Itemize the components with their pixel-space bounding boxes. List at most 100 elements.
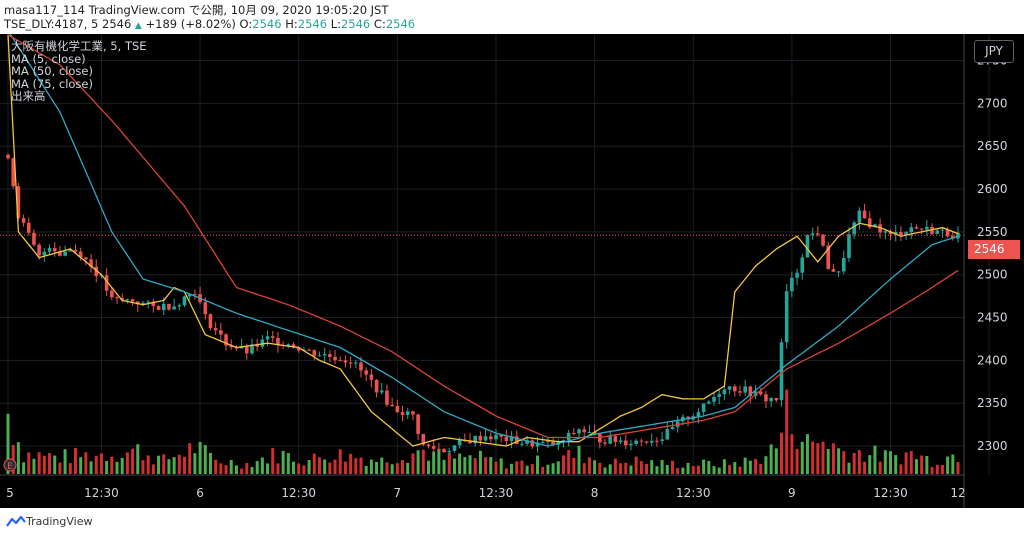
volume-bar [245, 463, 249, 474]
x-tick-label: 6 [196, 486, 204, 500]
volume-bar [89, 461, 93, 474]
candle [608, 436, 612, 444]
candle [338, 360, 343, 362]
volume-bar [561, 455, 565, 474]
price-chart[interactable]: 2300235024002450250025502600265027002750… [0, 34, 1024, 508]
candle [592, 432, 597, 434]
legend-ma50[interactable]: MA (50, close) [11, 64, 93, 78]
candle [32, 232, 36, 245]
volume-bar [286, 453, 290, 474]
legend-ma75[interactable]: MA (75, close) [11, 76, 93, 91]
candle [535, 442, 540, 447]
volume-bar [878, 461, 882, 474]
candle [328, 354, 332, 357]
legend-volume[interactable]: 出来高 [11, 89, 46, 103]
volume-bar [37, 452, 41, 474]
volume-bar [837, 448, 841, 474]
candle [130, 299, 135, 302]
volume-bar [452, 458, 456, 474]
candle [307, 349, 311, 351]
volume-bar [68, 463, 72, 474]
volume-bar [686, 462, 690, 474]
legend-ma5[interactable]: MA (5, close) [11, 51, 86, 66]
volume-bar [364, 465, 368, 474]
volume-bar [634, 456, 638, 474]
y-tick-label: 2650 [977, 139, 1008, 153]
volume-bar [707, 460, 711, 474]
candle [68, 249, 73, 252]
candle [582, 429, 587, 433]
volume-bar [177, 454, 181, 474]
candle [21, 218, 26, 223]
candle [696, 412, 701, 417]
candle [873, 224, 877, 228]
volume-bar [32, 458, 36, 474]
candle [400, 412, 405, 416]
candle [623, 440, 628, 446]
candle [89, 259, 93, 267]
volume-bar [395, 463, 399, 474]
volume-bar [904, 452, 908, 474]
x-tick-label: 8 [591, 486, 599, 500]
candle [790, 277, 794, 292]
volume-bar [831, 443, 835, 474]
candle [151, 301, 156, 307]
candle [63, 251, 67, 256]
volume-bar [234, 465, 238, 474]
candle [816, 233, 820, 235]
x-tick-label: 12:30 [281, 486, 316, 500]
volume-bar [572, 457, 576, 474]
candle [354, 362, 358, 364]
candle [229, 345, 234, 348]
volume-bar [821, 441, 825, 474]
volume-bar [702, 459, 706, 474]
candle [639, 440, 644, 442]
volume-bar [805, 434, 809, 474]
candle [135, 301, 140, 305]
close-value: 2546 [385, 17, 416, 31]
candle [161, 303, 166, 311]
candle [473, 435, 478, 444]
volume-bar [655, 466, 659, 474]
candle [893, 231, 898, 235]
candle [644, 441, 649, 443]
volume-bar [613, 458, 617, 474]
volume-bar [603, 467, 607, 474]
volume-bar [484, 457, 488, 474]
volume-bar [458, 453, 462, 474]
volume-bar [940, 464, 944, 474]
legend-symbol[interactable]: 大阪有機化学工業, 5, TSE [11, 39, 147, 53]
y-tick-label: 2400 [977, 353, 1008, 367]
volume-bar [442, 459, 446, 474]
volume-bar [224, 465, 228, 474]
candle [483, 436, 488, 441]
candle [52, 248, 57, 252]
candle [395, 406, 400, 413]
volume-bar [889, 451, 893, 474]
candle [572, 432, 576, 434]
ma5-line [7, 34, 959, 447]
currency-badge[interactable]: JPY [974, 40, 1014, 63]
candle [758, 391, 763, 395]
candle [265, 336, 270, 340]
tradingview-brand: TradingView [26, 515, 93, 528]
volume-bar [530, 464, 534, 474]
candle [670, 427, 675, 430]
candle [182, 296, 187, 306]
volume-bar [494, 461, 498, 474]
chart-pane[interactable]: 2300235024002450250025502600265027002750… [0, 34, 1024, 508]
x-tick-label: 9 [788, 486, 796, 500]
candle [104, 275, 109, 291]
candle [499, 434, 503, 437]
candle [255, 344, 259, 347]
volume-bar [754, 459, 758, 474]
event-marker-letter: E [7, 462, 13, 472]
volume-bar [292, 461, 296, 474]
volume-bar [556, 461, 560, 474]
volume-bar [131, 448, 135, 474]
candle [925, 226, 929, 230]
volume-bar [120, 458, 124, 474]
volume-bar [255, 461, 259, 474]
volume-bar [733, 462, 737, 474]
candle [193, 293, 197, 295]
